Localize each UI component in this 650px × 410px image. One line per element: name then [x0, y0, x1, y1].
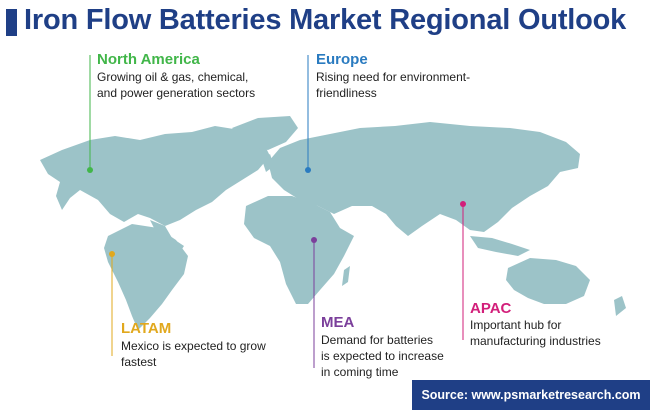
japan-landmass — [510, 162, 524, 188]
description-line: and power generation sectors — [97, 86, 256, 100]
description-line: Rising need for environment- — [316, 70, 471, 84]
new-zealand-landmass — [614, 296, 626, 316]
north-america-marker — [87, 167, 93, 173]
eurasia-landmass — [268, 122, 580, 236]
europe-description: Rising need for environment- friendlines… — [316, 69, 470, 101]
description-line: Growing oil & gas, chemical, — [97, 70, 249, 84]
description-line: Important hub for — [470, 318, 562, 332]
source-banner: Source: www.psmarketresearch.com — [412, 380, 650, 410]
latam-marker — [109, 251, 115, 257]
description-line: fastest — [121, 355, 157, 369]
page-title: Iron Flow Batteries Market Regional Outl… — [24, 4, 627, 36]
uk-landmass — [262, 154, 274, 172]
description-line: friendliness — [316, 86, 377, 100]
africa-landmass — [244, 196, 354, 304]
apac-label: APAC — [470, 300, 512, 317]
europe-label: Europe — [316, 51, 368, 68]
description-line: Mexico is expected to grow — [121, 339, 266, 353]
description-line: is expected to increase — [321, 349, 444, 363]
south-america-landmass — [104, 224, 188, 330]
apac-marker — [460, 201, 466, 207]
greenland-landmass — [232, 116, 298, 150]
title-accent-bar — [6, 9, 17, 36]
madagascar-landmass — [342, 266, 350, 286]
mea-label: MEA — [321, 314, 355, 331]
australia-landmass — [506, 258, 590, 304]
europe-marker — [305, 167, 311, 173]
latam-description: Mexico is expected to grow fastest — [121, 338, 266, 370]
mea-description: Demand for batteries is expected to incr… — [321, 332, 444, 380]
north-america-landmass — [40, 126, 270, 226]
description-line: in coming time — [321, 365, 399, 379]
north-america-label: North America — [97, 51, 200, 68]
sea-islands-landmass — [470, 236, 530, 256]
apac-description: Important hub for manufacturing industri… — [470, 317, 601, 349]
north-america-description: Growing oil & gas, chemical, and power g… — [97, 69, 255, 101]
mea-marker — [311, 237, 317, 243]
description-line: manufacturing industries — [470, 334, 601, 348]
description-line: Demand for batteries — [321, 333, 434, 347]
latam-label: LATAM — [121, 320, 172, 337]
